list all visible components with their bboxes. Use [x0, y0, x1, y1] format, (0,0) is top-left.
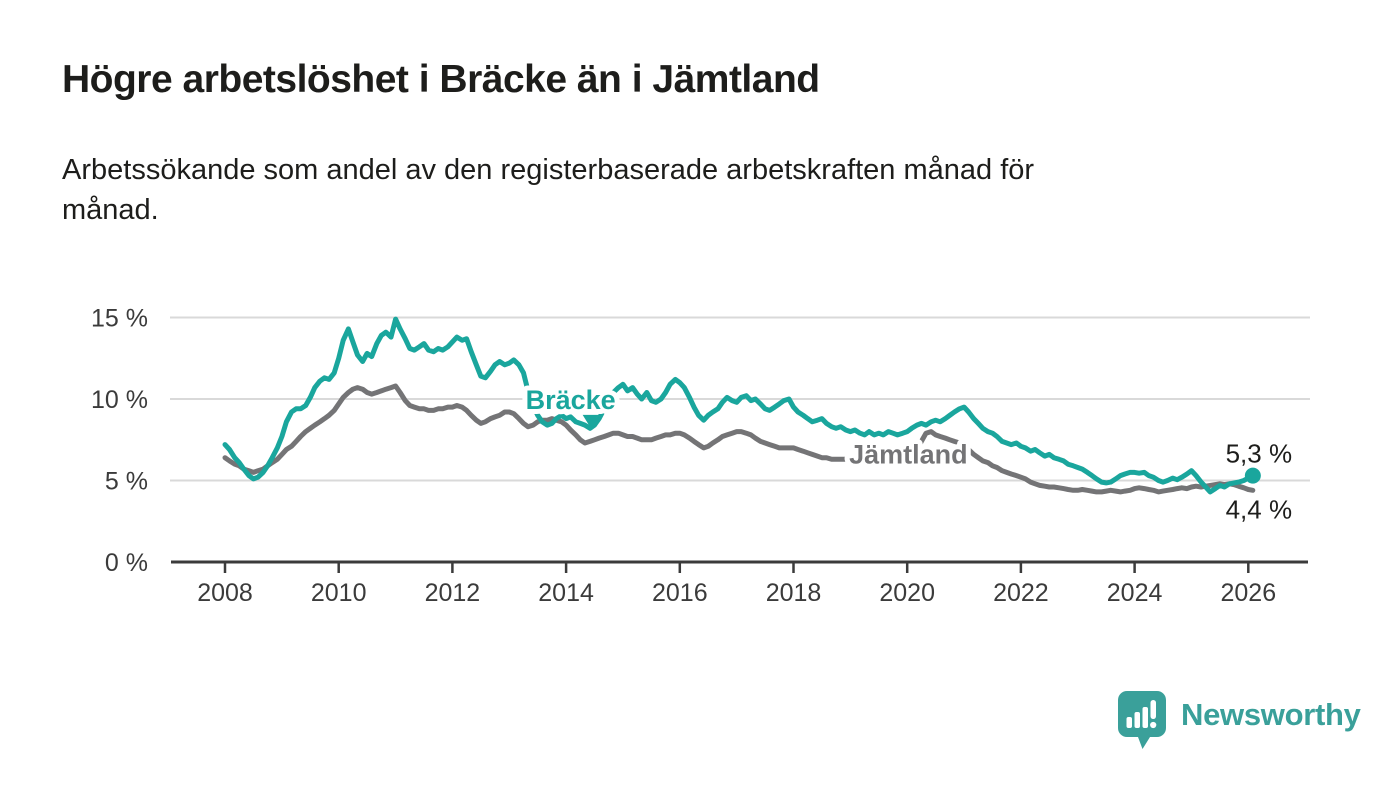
jmtland-line: [222, 383, 1256, 495]
chart-subtitle: Arbetssökande som andel av den registerb…: [62, 154, 1035, 226]
x-axis-label-2014: 2014: [538, 579, 594, 607]
page-title: Högre arbetslöshet i Bräcke än i Jämtlan…: [62, 58, 820, 101]
speech-bubble-shape: [1118, 691, 1166, 749]
x-axis-label-2016: 2016: [652, 579, 708, 607]
exclamation-dot: [1150, 721, 1157, 729]
bar-small: [1126, 717, 1132, 728]
brcke-series-label: Bräcke: [526, 385, 616, 415]
y-axis-label-0: 0 %: [105, 549, 148, 577]
brcke-latest-value-label: 5,3 %: [1226, 439, 1293, 469]
bar-large: [1142, 707, 1148, 728]
x-axis-label-2026: 2026: [1220, 579, 1276, 607]
newsworthy-logo-icon: [1118, 691, 1166, 749]
latest-value-dot: [1244, 467, 1261, 484]
brcke-line: [222, 316, 1256, 495]
series-label-down-arrow-icon: [582, 414, 599, 428]
x-axis-label-2018: 2018: [766, 579, 822, 607]
y-axis-label-10: 10 %: [91, 386, 148, 414]
x-axis-label-2008: 2008: [197, 579, 253, 607]
jmtland-latest-value-label: 4,4 %: [1226, 494, 1293, 524]
x-axis-label-2010: 2010: [311, 579, 367, 607]
x-axis-label-2022: 2022: [993, 579, 1049, 607]
y-axis-label-5: 5 %: [105, 468, 148, 496]
x-axis-label-2012: 2012: [425, 579, 481, 607]
y-axis-label-15: 15 %: [91, 305, 148, 333]
x-axis-label-2020: 2020: [879, 579, 935, 607]
branding: Newsworthy: [1117, 691, 1361, 751]
jmtland-series-label: Jämtland: [849, 439, 968, 469]
bar-medium: [1134, 712, 1140, 728]
x-axis-label-2024: 2024: [1107, 579, 1163, 607]
exclamation-bar: [1150, 700, 1156, 719]
newsworthy-logo-text: Newsworthy: [1181, 697, 1361, 732]
